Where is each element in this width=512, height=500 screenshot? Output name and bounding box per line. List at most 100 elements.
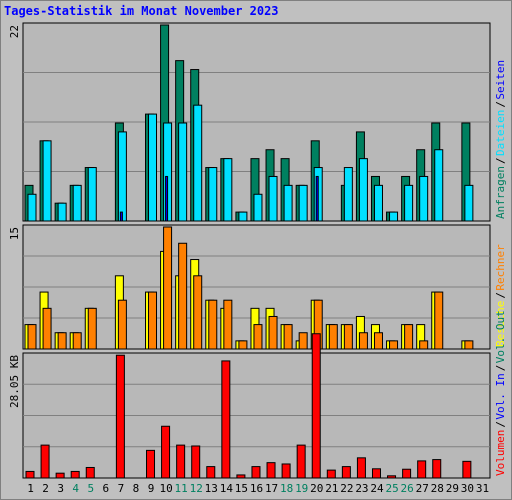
bar-volume-volumen-day-26 <box>402 468 412 479</box>
bar-visits-rechner-day-30 <box>464 340 474 350</box>
bar-requests-dateien-day-30 <box>464 184 474 222</box>
bar-requests-dateien-day-5 <box>87 167 97 222</box>
legend-besuche: Besuche <box>494 301 507 347</box>
bar-requests-dateien-day-1 <box>27 193 37 222</box>
x-tick-label-day-2: 2 <box>42 482 49 495</box>
bar-volume-volumen-day-1 <box>25 470 35 479</box>
bar-volume-volumen-day-19 <box>296 444 306 479</box>
bar-visits-rechner-day-10 <box>163 226 173 350</box>
legend-dateien: Dateien <box>494 110 507 156</box>
bar-requests-dateien-day-18 <box>283 184 293 222</box>
bar-visits-rechner-day-2 <box>42 307 52 350</box>
bar-requests-dateien-day-3 <box>57 202 67 222</box>
x-tick-label-day-10: 10 <box>159 482 172 495</box>
ymax-label-volume: 28.05 KB <box>8 355 21 408</box>
x-tick-label-day-4: 4 <box>72 482 79 495</box>
bar-visits-rechner-day-22 <box>343 324 353 350</box>
bar-volume-volumen-day-22 <box>341 466 351 479</box>
legend-separator: / <box>494 101 507 108</box>
x-tick-label-day-24: 24 <box>370 482 384 495</box>
bar-visits-rechner-day-15 <box>238 340 248 350</box>
bar-visits-rechner-day-18 <box>283 324 293 350</box>
bar-requests-seiten-day-10 <box>165 175 169 222</box>
legend-anfragen: Anfragen <box>494 166 507 219</box>
x-tick-label-day-30: 30 <box>461 482 474 495</box>
legend-vol-in: Vol. In <box>494 373 507 419</box>
bar-requests-dateien-day-16 <box>253 193 263 222</box>
bar-requests-dateien-day-28 <box>434 149 444 222</box>
bar-visits-rechner-day-5 <box>87 307 97 350</box>
chart-title: Tages-Statistik im Monat November 2023 <box>4 4 279 18</box>
bar-visits-rechner-day-28 <box>434 291 444 350</box>
bar-volume-volumen-day-3 <box>55 472 65 479</box>
x-tick-label-day-20: 20 <box>310 482 323 495</box>
bar-visits-rechner-day-21 <box>328 324 338 350</box>
legend-vol-out: Vol. Out <box>494 310 507 363</box>
x-tick-label-day-18: 18 <box>280 482 293 495</box>
bar-requests-dateien-day-4 <box>72 184 82 222</box>
bar-visits-rechner-day-11 <box>178 242 188 350</box>
bar-visits-rechner-day-17 <box>268 315 278 350</box>
legend-seiten: Seiten <box>494 60 507 100</box>
x-tick-label-day-29: 29 <box>446 482 459 495</box>
x-tick-label-day-6: 6 <box>103 482 110 495</box>
bar-volume-volumen-day-9 <box>146 449 156 479</box>
bar-requests-dateien-day-9 <box>148 113 158 222</box>
bar-volume-volumen-day-24 <box>371 468 381 479</box>
bar-visits-rechner-day-3 <box>57 332 67 350</box>
bar-requests-dateien-day-12 <box>193 104 203 222</box>
x-tick-label-day-15: 15 <box>235 482 248 495</box>
bar-requests-dateien-day-2 <box>42 140 52 222</box>
bar-volume-volumen-day-2 <box>40 444 50 479</box>
bar-volume-volumen-day-28 <box>432 459 442 479</box>
legend-separator: / <box>494 157 507 164</box>
bar-volume-volumen-day-16 <box>251 466 261 479</box>
bar-requests-seiten-day-20 <box>315 175 319 222</box>
bar-visits-rechner-day-19 <box>298 332 308 350</box>
legend-separator: / <box>494 292 507 299</box>
ymax-label-visits: 15 <box>8 227 21 240</box>
bar-volume-volumen-day-23 <box>356 457 366 479</box>
x-tick-label-day-21: 21 <box>325 482 338 495</box>
bar-requests-dateien-day-24 <box>373 184 383 222</box>
bar-requests-dateien-day-11 <box>178 122 188 222</box>
bar-volume-volumen-day-12 <box>191 445 201 479</box>
bar-volume-volumen-day-17 <box>266 462 276 479</box>
bar-visits-rechner-day-26 <box>404 324 414 350</box>
bar-volume-volumen-day-20 <box>311 333 321 479</box>
bar-requests-dateien-day-17 <box>268 175 278 222</box>
x-tick-label-day-14: 14 <box>220 482 234 495</box>
legend-volumen: Volumen <box>494 430 507 476</box>
bar-volume-volumen-day-25 <box>387 475 397 479</box>
bar-requests-dateien-day-7 <box>117 131 127 222</box>
bar-requests-dateien-day-14 <box>223 158 233 222</box>
bar-volume-volumen-day-7 <box>115 354 125 479</box>
bar-requests-dateien-day-15 <box>238 211 248 222</box>
x-tick-label-day-9: 9 <box>148 482 155 495</box>
bar-requests-dateien-day-25 <box>389 211 399 222</box>
x-tick-label-day-25: 25 <box>385 482 398 495</box>
x-tick-label-day-22: 22 <box>340 482 353 495</box>
x-tick-label-day-31: 31 <box>476 482 489 495</box>
x-tick-label-day-11: 11 <box>175 482 188 495</box>
x-tick-label-day-19: 19 <box>295 482 308 495</box>
bar-visits-rechner-day-25 <box>389 340 399 350</box>
ymax-label-requests: 22 <box>8 25 21 38</box>
bar-visits-rechner-day-23 <box>358 332 368 350</box>
legend-separator: / <box>494 421 507 428</box>
bar-visits-rechner-day-12 <box>193 275 203 350</box>
x-tick-label-day-5: 5 <box>87 482 94 495</box>
x-tick-label-day-17: 17 <box>265 482 278 495</box>
bar-requests-dateien-day-19 <box>298 184 308 222</box>
bar-volume-volumen-day-15 <box>236 474 246 479</box>
x-tick-label-day-28: 28 <box>431 482 444 495</box>
legend-separator: / <box>494 365 507 372</box>
bar-requests-dateien-day-26 <box>404 184 414 222</box>
legend-rechner: Rechner <box>494 244 507 291</box>
x-tick-label-day-23: 23 <box>355 482 368 495</box>
bar-visits-rechner-day-13 <box>208 299 218 350</box>
bar-visits-rechner-day-7 <box>117 299 127 350</box>
bar-volume-volumen-day-10 <box>161 425 171 479</box>
x-tick-label-day-3: 3 <box>57 482 64 495</box>
